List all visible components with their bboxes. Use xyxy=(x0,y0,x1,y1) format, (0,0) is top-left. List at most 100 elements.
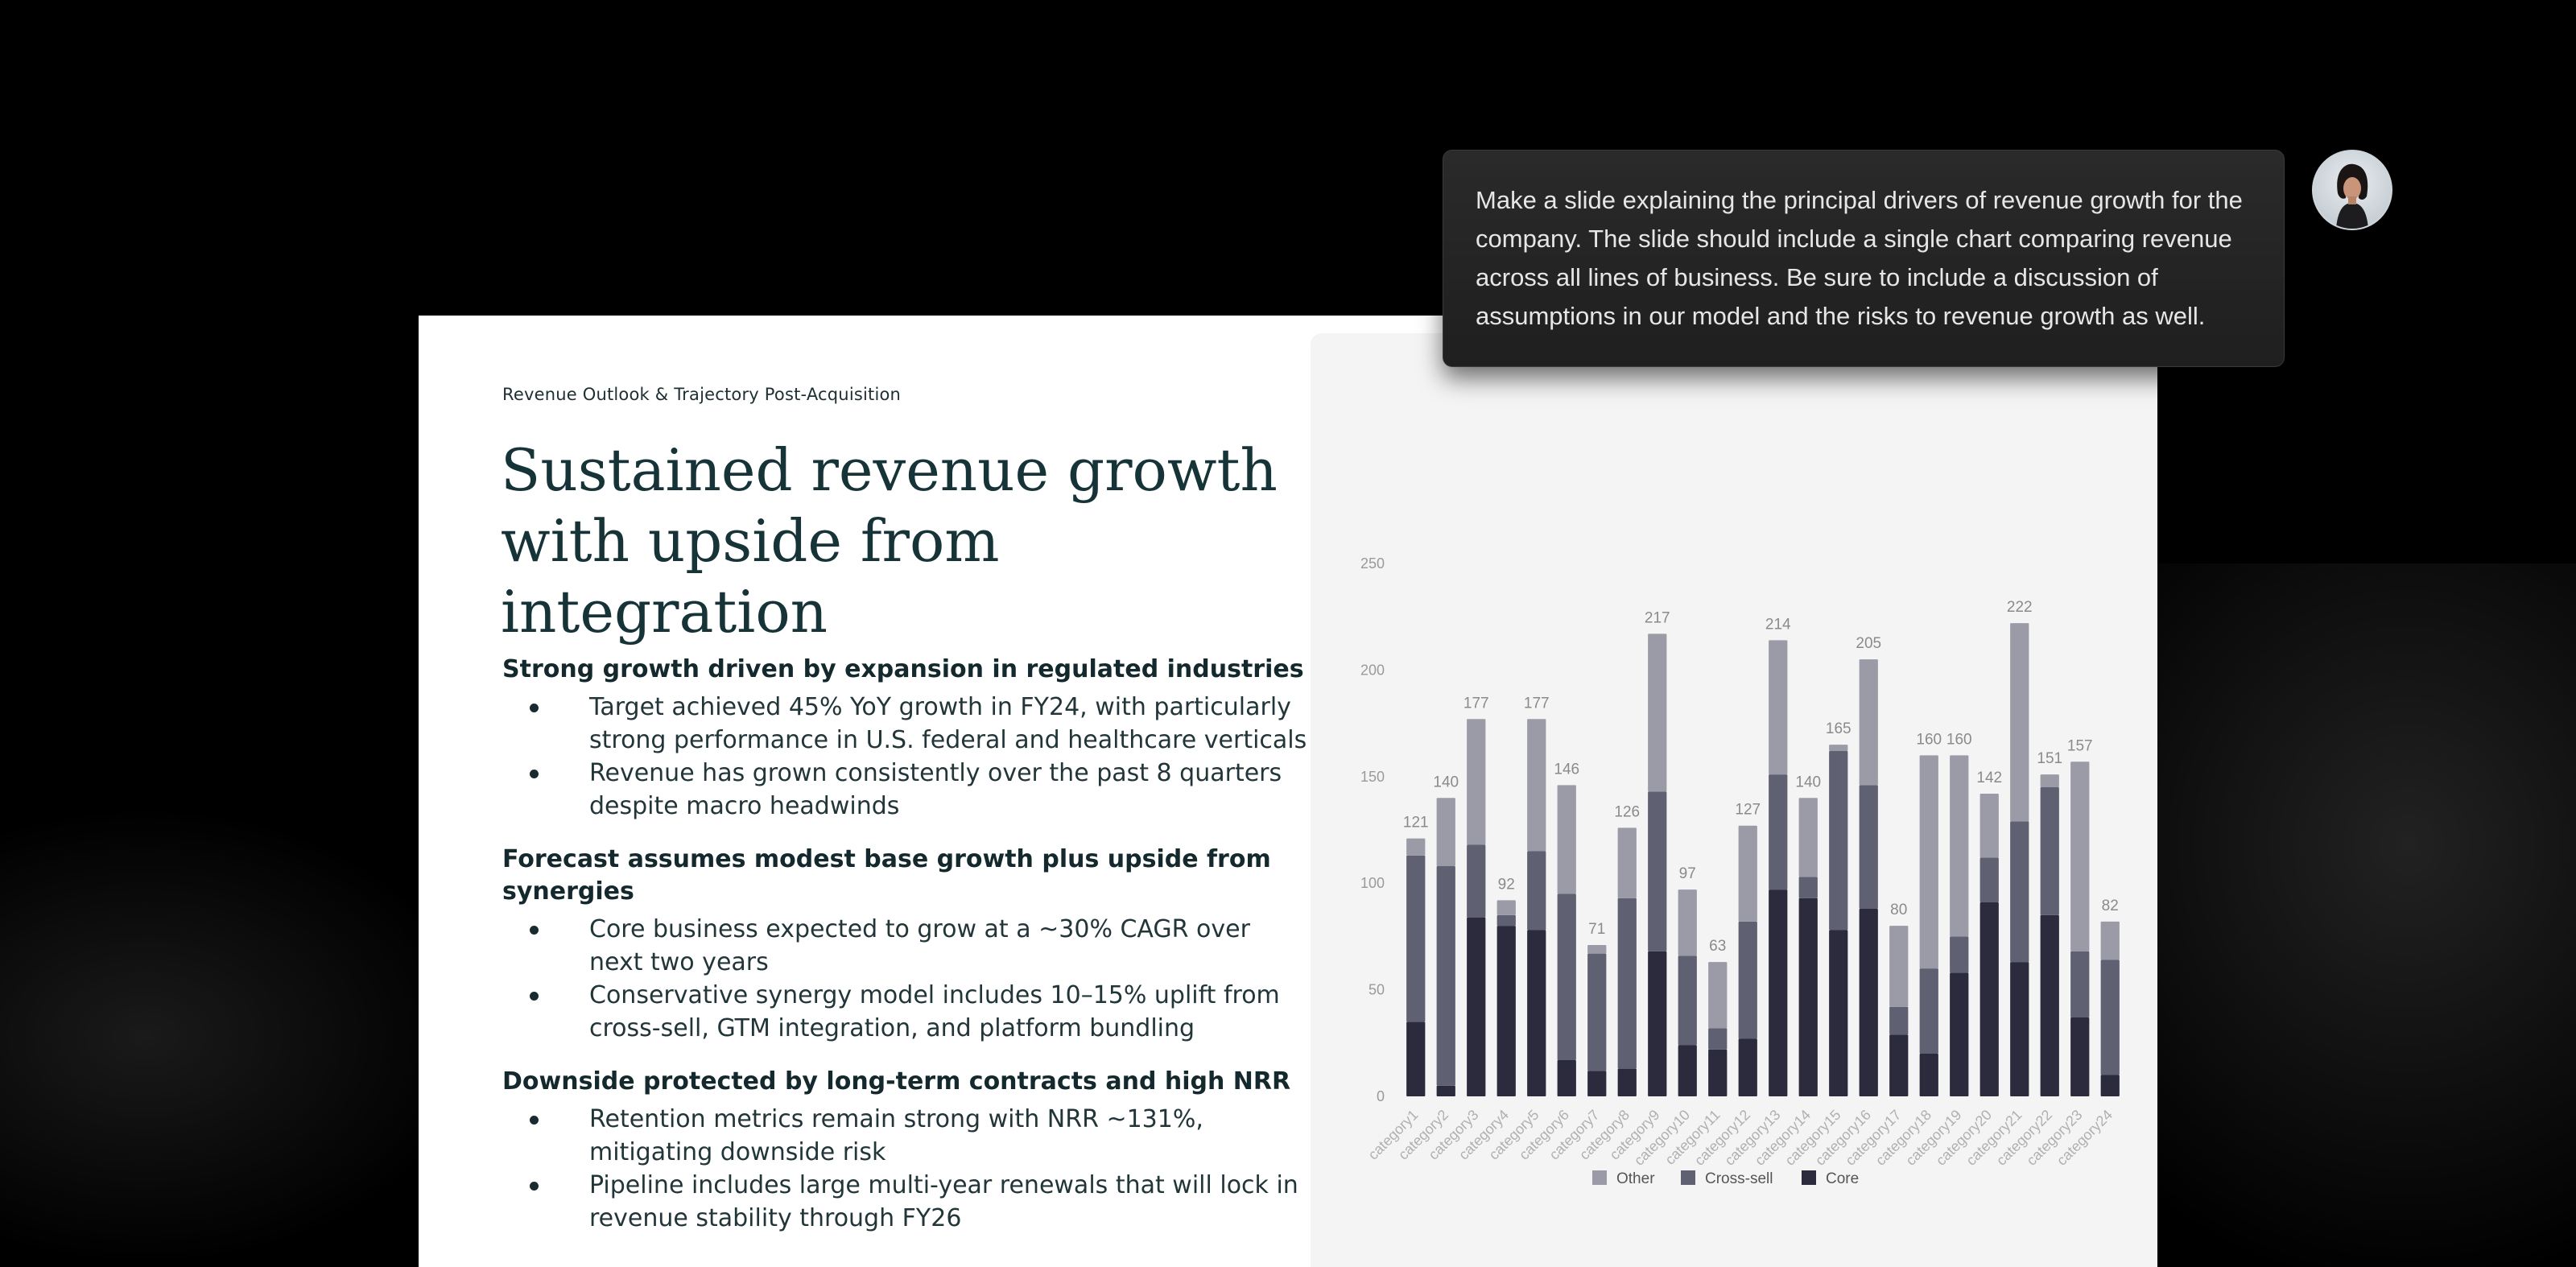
bar-segment-cross-sell xyxy=(1829,751,1848,931)
bullet-dot-icon xyxy=(530,1116,539,1125)
bar-segment-core xyxy=(2070,1017,2090,1096)
legend-swatch-cross-sell xyxy=(1681,1170,1695,1185)
bar-segment-cross-sell xyxy=(1979,857,1999,903)
bar-total-label: 151 xyxy=(2037,750,2062,767)
section-growth: Strong growth driven by expansion in reg… xyxy=(502,654,1307,823)
bar-total-label: 92 xyxy=(1498,876,1515,893)
legend-swatch-core xyxy=(1802,1170,1816,1185)
bar-total-label: 140 xyxy=(1433,774,1459,790)
bar-segment-core xyxy=(1678,1045,1697,1096)
bar-total-label: 177 xyxy=(1524,695,1550,712)
bar-segment-other xyxy=(1527,719,1546,852)
bar-segment-cross-sell xyxy=(1467,844,1486,918)
bullet-item: Conservative synergy model includes 10–1… xyxy=(502,979,1307,1045)
bullet-text: Retention metrics remain strong with NRR… xyxy=(589,1105,1203,1166)
bar-segment-other xyxy=(1738,825,1757,922)
bar-segment-cross-sell xyxy=(1769,774,1788,890)
bar-total-label: 80 xyxy=(1890,902,1907,918)
bar-segment-core xyxy=(1587,1071,1607,1096)
bar-segment-core xyxy=(1467,917,1486,1096)
bar-segment-core xyxy=(1436,1085,1455,1096)
bar-segment-other xyxy=(1919,755,1938,969)
chart-panel[interactable]: 0 50 100 150 200 250 121 category1 140 category2 1… xyxy=(1311,333,2157,1267)
bar-segment-other xyxy=(1557,785,1576,894)
bullet-text: Pipeline includes large multi-year renew… xyxy=(589,1171,1298,1232)
bar-segment-other xyxy=(1467,719,1486,845)
bar-segment-core xyxy=(2040,914,2059,1096)
bullet-text: Target achieved 45% YoY growth in FY24, … xyxy=(589,693,1307,754)
section-heading: Strong growth driven by expansion in reg… xyxy=(502,655,1304,683)
y-tick-label: 150 xyxy=(1360,769,1385,785)
bullet-item: Pipeline includes large multi-year renew… xyxy=(502,1169,1307,1235)
bar-segment-core xyxy=(1979,902,1999,1096)
bar-total-label: 157 xyxy=(2067,737,2093,754)
bar-segment-other xyxy=(2100,921,2120,960)
bar-segment-cross-sell xyxy=(2040,787,2059,915)
bar-segment-core xyxy=(1406,1021,1426,1096)
bar-segment-cross-sell xyxy=(2070,951,2090,1018)
bar-segment-other xyxy=(2070,761,2090,951)
bar-total-label: 160 xyxy=(1916,731,1942,748)
bar-segment-cross-sell xyxy=(1798,877,1818,898)
revenue-chart: 050100150200250121category1140category21… xyxy=(1360,555,2120,1187)
bar-segment-core xyxy=(1798,898,1818,1096)
bar-total-label: 222 xyxy=(2007,599,2033,616)
user-avatar-icon xyxy=(2336,163,2368,229)
bullet-text: Conservative synergy model includes 10–1… xyxy=(589,981,1280,1042)
bullet-list: Target achieved 45% YoY growth in FY24, … xyxy=(502,691,1307,823)
bar-segment-cross-sell xyxy=(1678,955,1697,1046)
slide-title: Sustained revenue growth with upside fro… xyxy=(501,436,1278,646)
bar-total-label: 82 xyxy=(2102,898,2119,914)
bar-segment-core xyxy=(1859,908,1878,1096)
y-tick-label: 100 xyxy=(1360,875,1385,891)
bar-segment-other xyxy=(1889,926,1909,1007)
bar-segment-other xyxy=(1950,755,1969,937)
bullet-item: Core business expected to grow at a ~30%… xyxy=(502,913,1307,979)
bar-segment-core xyxy=(2100,1075,2120,1096)
bar-segment-other xyxy=(1678,889,1697,956)
prompt-bubble: Make a slide explaining the principal dr… xyxy=(1443,150,2285,367)
bar-segment-cross-sell xyxy=(1889,1006,1909,1035)
bullet-item: Retention metrics remain strong with NRR… xyxy=(502,1103,1307,1169)
bar-total-label: 63 xyxy=(1709,938,1726,955)
bar-segment-core xyxy=(2010,962,2029,1096)
bar-segment-core xyxy=(1889,1034,1909,1096)
bar-total-label: 160 xyxy=(1946,731,1972,748)
bar-segment-cross-sell xyxy=(1859,785,1878,909)
bar-total-label: 71 xyxy=(1588,921,1605,938)
bullet-dot-icon xyxy=(530,770,539,778)
bar-segment-core xyxy=(1557,1059,1576,1096)
y-tick-label: 0 xyxy=(1377,1088,1385,1104)
legend-swatch-other xyxy=(1592,1170,1607,1185)
bar-segment-cross-sell xyxy=(1436,866,1455,1086)
bar-segment-cross-sell xyxy=(1496,914,1516,927)
bullet-dot-icon xyxy=(530,992,539,1001)
prompt-text: Make a slide explaining the principal dr… xyxy=(1476,186,2243,330)
bar-total-label: 217 xyxy=(1645,609,1670,626)
bar-segment-other xyxy=(2040,774,2059,788)
bar-segment-core xyxy=(1527,930,1546,1096)
bar-total-label: 140 xyxy=(1795,774,1821,790)
bar-total-label: 146 xyxy=(1554,761,1579,778)
bullet-dot-icon xyxy=(530,1182,539,1191)
bar-total-label: 205 xyxy=(1856,635,1881,652)
bar-segment-other xyxy=(1406,838,1426,856)
user-avatar[interactable] xyxy=(2312,150,2392,230)
bullet-dot-icon xyxy=(530,926,539,935)
bar-segment-core xyxy=(1708,1049,1728,1096)
bar-total-label: 97 xyxy=(1679,865,1696,882)
bar-segment-core xyxy=(1496,926,1516,1096)
slide-canvas[interactable]: Revenue Outlook & Trajectory Post-Acquis… xyxy=(419,316,2157,1267)
bar-total-label: 214 xyxy=(1765,616,1791,633)
slide-eyebrow: Revenue Outlook & Trajectory Post-Acquis… xyxy=(502,385,902,404)
section-heading: Forecast assumes modest base growth plus… xyxy=(502,845,1271,906)
bar-segment-other xyxy=(1496,900,1516,915)
bar-segment-other xyxy=(1859,659,1878,786)
y-tick-label: 200 xyxy=(1360,662,1385,678)
bar-segment-cross-sell xyxy=(1527,851,1546,931)
bar-segment-other xyxy=(2010,623,2029,822)
bar-segment-core xyxy=(1829,930,1848,1096)
bullet-item: Revenue has grown consistently over the … xyxy=(502,757,1307,823)
bar-segment-cross-sell xyxy=(1587,953,1607,1071)
bar-segment-cross-sell xyxy=(1617,898,1637,1069)
